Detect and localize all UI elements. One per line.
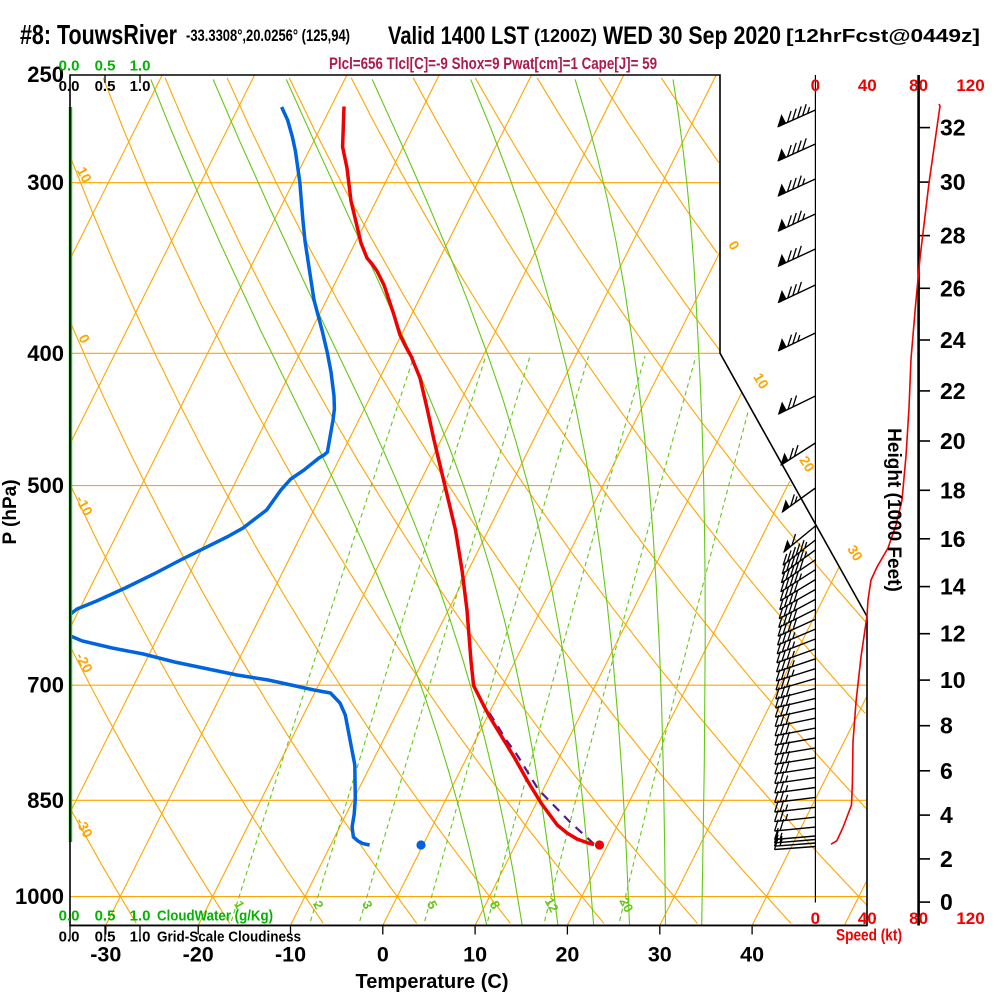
svg-text:P (hPa): P (hPa)	[0, 479, 21, 544]
svg-text:0.5: 0.5	[95, 908, 116, 925]
svg-text:30: 30	[844, 542, 866, 564]
svg-text:14: 14	[940, 574, 966, 600]
svg-text:2: 2	[940, 846, 953, 872]
svg-text:Speed (kt): Speed (kt)	[836, 926, 902, 945]
svg-text:WED 30 Sep 2020: WED 30 Sep 2020	[603, 22, 781, 50]
svg-text:250: 250	[27, 62, 64, 87]
svg-text:12: 12	[940, 621, 966, 647]
svg-text:26: 26	[940, 275, 966, 301]
svg-text:-20: -20	[183, 943, 214, 967]
svg-text:22: 22	[940, 378, 966, 404]
svg-text:0.0: 0.0	[59, 908, 80, 925]
svg-text:0: 0	[811, 909, 820, 928]
svg-text:300: 300	[27, 170, 64, 195]
svg-text:10: 10	[750, 370, 772, 392]
svg-text:Valid 1400 LST: Valid 1400 LST	[388, 22, 529, 50]
svg-text:0.0: 0.0	[59, 58, 80, 75]
svg-text:700: 700	[27, 673, 64, 698]
svg-text:-30: -30	[90, 943, 121, 967]
svg-text:#8: TouwsRiver: #8: TouwsRiver	[20, 19, 177, 50]
svg-text:-33.3308°,20.0256° (125,94): -33.3308°,20.0256° (125,94)	[186, 26, 350, 45]
svg-text:400: 400	[27, 341, 64, 366]
svg-text:1.0: 1.0	[130, 929, 151, 946]
svg-text:20: 20	[616, 895, 636, 915]
svg-text:Grid-Scale Cloudiness: Grid-Scale Cloudiness	[157, 929, 301, 946]
svg-text:24: 24	[940, 327, 966, 353]
svg-text:120: 120	[956, 909, 984, 928]
svg-text:10: 10	[940, 667, 966, 693]
svg-text:20: 20	[940, 428, 966, 454]
svg-text:8: 8	[940, 713, 953, 739]
svg-text:-10: -10	[275, 943, 306, 967]
svg-text:1.0: 1.0	[130, 58, 151, 75]
svg-text:0: 0	[377, 943, 389, 967]
svg-text:0.0: 0.0	[59, 929, 80, 946]
svg-text:10: 10	[74, 164, 96, 185]
svg-text:0.5: 0.5	[95, 929, 116, 946]
svg-text:40: 40	[858, 909, 877, 928]
svg-text:4: 4	[940, 802, 953, 828]
svg-text:Plcl=656 Tlcl[C]=-9 Shox=9 Pwa: Plcl=656 Tlcl[C]=-9 Shox=9 Pwat[cm]=1 Ca…	[329, 54, 657, 73]
svg-text:850: 850	[27, 788, 64, 813]
svg-text:40: 40	[858, 76, 877, 95]
svg-text:32: 32	[940, 115, 966, 141]
svg-text:16: 16	[940, 526, 966, 552]
svg-text:20: 20	[555, 943, 579, 967]
svg-text:28: 28	[940, 223, 966, 249]
svg-text:1.0: 1.0	[130, 78, 151, 95]
svg-text:CloudWater (g/Kg): CloudWater (g/Kg)	[157, 908, 273, 925]
svg-text:6: 6	[940, 758, 953, 784]
svg-text:0.5: 0.5	[95, 58, 116, 75]
svg-text:0.0: 0.0	[59, 78, 80, 95]
svg-text:40: 40	[740, 943, 764, 967]
svg-text:80: 80	[909, 909, 928, 928]
svg-text:30: 30	[648, 943, 672, 967]
svg-text:18: 18	[940, 477, 966, 503]
svg-text:Height (1000 Feet): Height (1000 Feet)	[883, 428, 904, 592]
svg-text:0: 0	[940, 889, 953, 915]
svg-text:12: 12	[542, 895, 562, 915]
svg-text:500: 500	[27, 473, 64, 498]
svg-text:Temperature (C): Temperature (C)	[356, 971, 509, 993]
svg-text:120: 120	[956, 76, 984, 95]
svg-text:30: 30	[940, 169, 966, 195]
svg-text:(1200Z): (1200Z)	[534, 26, 597, 46]
svg-text:20: 20	[796, 453, 818, 475]
svg-text:0.5: 0.5	[95, 78, 116, 95]
svg-text:1.0: 1.0	[130, 908, 151, 925]
svg-text:80: 80	[909, 76, 928, 95]
svg-text:1000: 1000	[15, 884, 64, 909]
svg-text:0: 0	[811, 76, 820, 95]
svg-text:10: 10	[463, 943, 487, 967]
svg-text:[12hrFcst@0449z]: [12hrFcst@0449z]	[786, 26, 980, 46]
